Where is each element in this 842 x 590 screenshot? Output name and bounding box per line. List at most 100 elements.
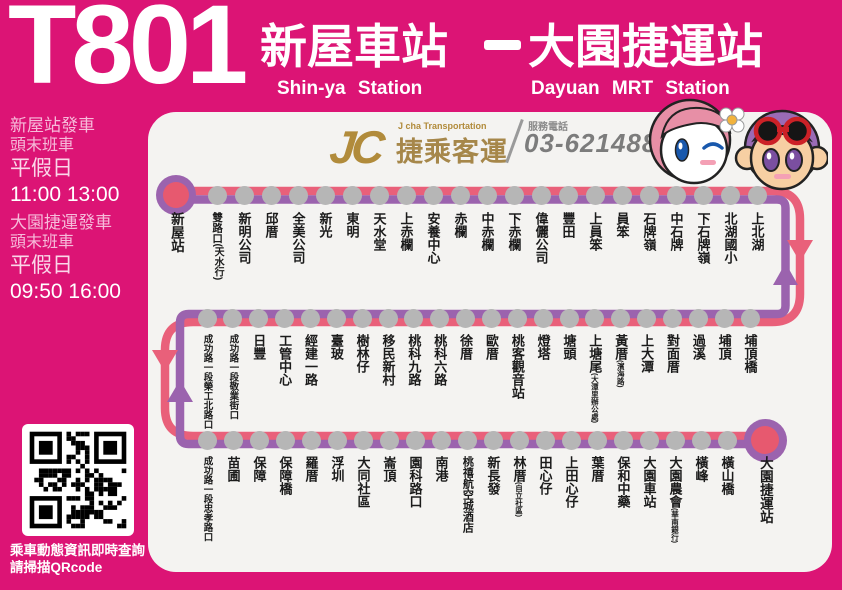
station-dot <box>585 308 605 328</box>
station-label: 邱厝 <box>263 212 279 238</box>
station-dot <box>585 185 605 205</box>
station-label: 豐田 <box>560 212 576 238</box>
station-dot <box>261 185 281 205</box>
station-dot <box>747 185 767 205</box>
qr-caption-line1: 乘車動態資訊即時查詢 <box>10 543 145 558</box>
station-dot <box>533 308 553 328</box>
station-label: 徐厝 <box>458 334 474 360</box>
terminal-station-marker-center <box>163 182 189 208</box>
station-label: 新長發 <box>485 456 501 495</box>
station-dot <box>531 185 551 205</box>
station-dot <box>504 185 524 205</box>
station-dot <box>559 308 579 328</box>
station-dot <box>717 430 737 450</box>
station-label: 安養中心 <box>425 212 441 264</box>
station-dot <box>509 430 529 450</box>
station-label: 崙頂 <box>381 456 397 482</box>
operator-logo-icon: JC <box>327 121 384 173</box>
station-label: 赤欄 <box>452 212 468 238</box>
station-dot <box>481 308 501 328</box>
station-label: 桃禧航空城酒店 <box>461 456 474 533</box>
station-label: 林厝(自立社區) <box>511 456 527 517</box>
station-label: 保障 <box>251 456 267 482</box>
station-dot <box>378 308 398 328</box>
station-dot <box>612 185 632 205</box>
station-label: 上塘尾(大潭里辦公處) <box>587 334 603 423</box>
flower-icon <box>719 107 745 133</box>
schedule-title: 大園捷運發車 <box>10 213 112 232</box>
station-label: 成功路一段忠孝路口 <box>201 456 213 542</box>
station-dot <box>535 430 555 450</box>
station-dot <box>404 308 424 328</box>
station-label: 桃客觀音站 <box>509 334 525 399</box>
station-label: 工管中心 <box>277 334 293 386</box>
station-label: 埔頂 <box>716 334 732 360</box>
mascot-monkey-icon <box>734 109 828 191</box>
station-dot <box>369 185 389 205</box>
station-label: 大同社區 <box>355 456 371 508</box>
station-dot <box>301 430 321 450</box>
station-label: 東明 <box>344 212 360 238</box>
station-dot <box>379 430 399 450</box>
station-dot <box>483 430 503 450</box>
station-dot <box>327 430 347 450</box>
station-label: 塘頭 <box>561 334 577 360</box>
station-label: 中赤欄 <box>479 212 495 251</box>
mascots <box>648 98 828 191</box>
station-label: 新明公司 <box>236 212 252 264</box>
station-label: 上北湖 <box>749 212 765 251</box>
station-dot <box>249 430 269 450</box>
station-label: 過溪 <box>690 334 706 360</box>
station-dot <box>639 430 659 450</box>
station-dot <box>315 185 335 205</box>
schedule-subtitle: 頭末班車 <box>10 234 75 251</box>
station-label: 新屋站 <box>168 212 184 253</box>
service-phone-number: 03-6214885 <box>524 128 673 158</box>
station-label: 新光 <box>317 212 333 238</box>
station-dot <box>430 308 450 328</box>
station-label: 成功路一段榮工北路口 <box>201 334 213 429</box>
station-dot <box>234 185 254 205</box>
station-dot <box>431 430 451 450</box>
station-dot <box>666 185 686 205</box>
qr-code-pattern <box>29 431 127 529</box>
station-label: 樹林仔 <box>354 334 370 373</box>
station-dot <box>275 430 295 450</box>
schedule-times: 11:00 13:00 <box>10 183 120 206</box>
station-label: 田心仔 <box>537 456 553 495</box>
station-label: 雙路口(天水行) <box>211 212 224 281</box>
station-dot <box>688 308 708 328</box>
station-label: 上赤欄 <box>398 212 414 251</box>
schedule-title: 新屋站發車 <box>10 116 95 135</box>
station-label: 歐厝 <box>483 334 499 360</box>
qr-caption: 乘車動態資訊即時查詢 請掃描QRcode <box>10 542 145 576</box>
station-label: 臺玻 <box>328 334 344 360</box>
station-dot <box>396 185 416 205</box>
station-label: 全美公司 <box>290 212 306 264</box>
station-label: 橫山橋 <box>719 456 735 495</box>
station-label: 天水堂 <box>371 212 387 251</box>
station-label: 日豐 <box>251 334 267 360</box>
terminal-station-marker-center <box>751 426 779 454</box>
station-label: 經建一路 <box>302 334 318 386</box>
schedule-destination: 大園捷運發車 頭末班車 平假日 09:50 16:00 <box>10 212 150 305</box>
station-dot <box>249 308 269 328</box>
station-label: 橫峰 <box>693 456 709 482</box>
schedule-times: 09:50 16:00 <box>10 280 121 303</box>
station-dot <box>662 308 682 328</box>
station-label: 桃科六路 <box>432 334 448 386</box>
schedule-origin: 新屋站發車 頭末班車 平假日 11:00 13:00 <box>10 115 150 208</box>
schedule-day-type: 平假日 <box>10 254 73 277</box>
station-dot <box>423 185 443 205</box>
station-label: 黃厝(濱海路) <box>613 334 629 388</box>
station-dot <box>637 308 657 328</box>
station-label: 員笨 <box>614 212 630 238</box>
station-label: 羅厝 <box>303 456 319 482</box>
station-label: 大園車站 <box>641 456 657 508</box>
station-dot <box>611 308 631 328</box>
route-dash <box>484 40 521 50</box>
station-dot <box>587 430 607 450</box>
station-dot <box>639 185 659 205</box>
station-label: 保障橋 <box>277 456 293 495</box>
